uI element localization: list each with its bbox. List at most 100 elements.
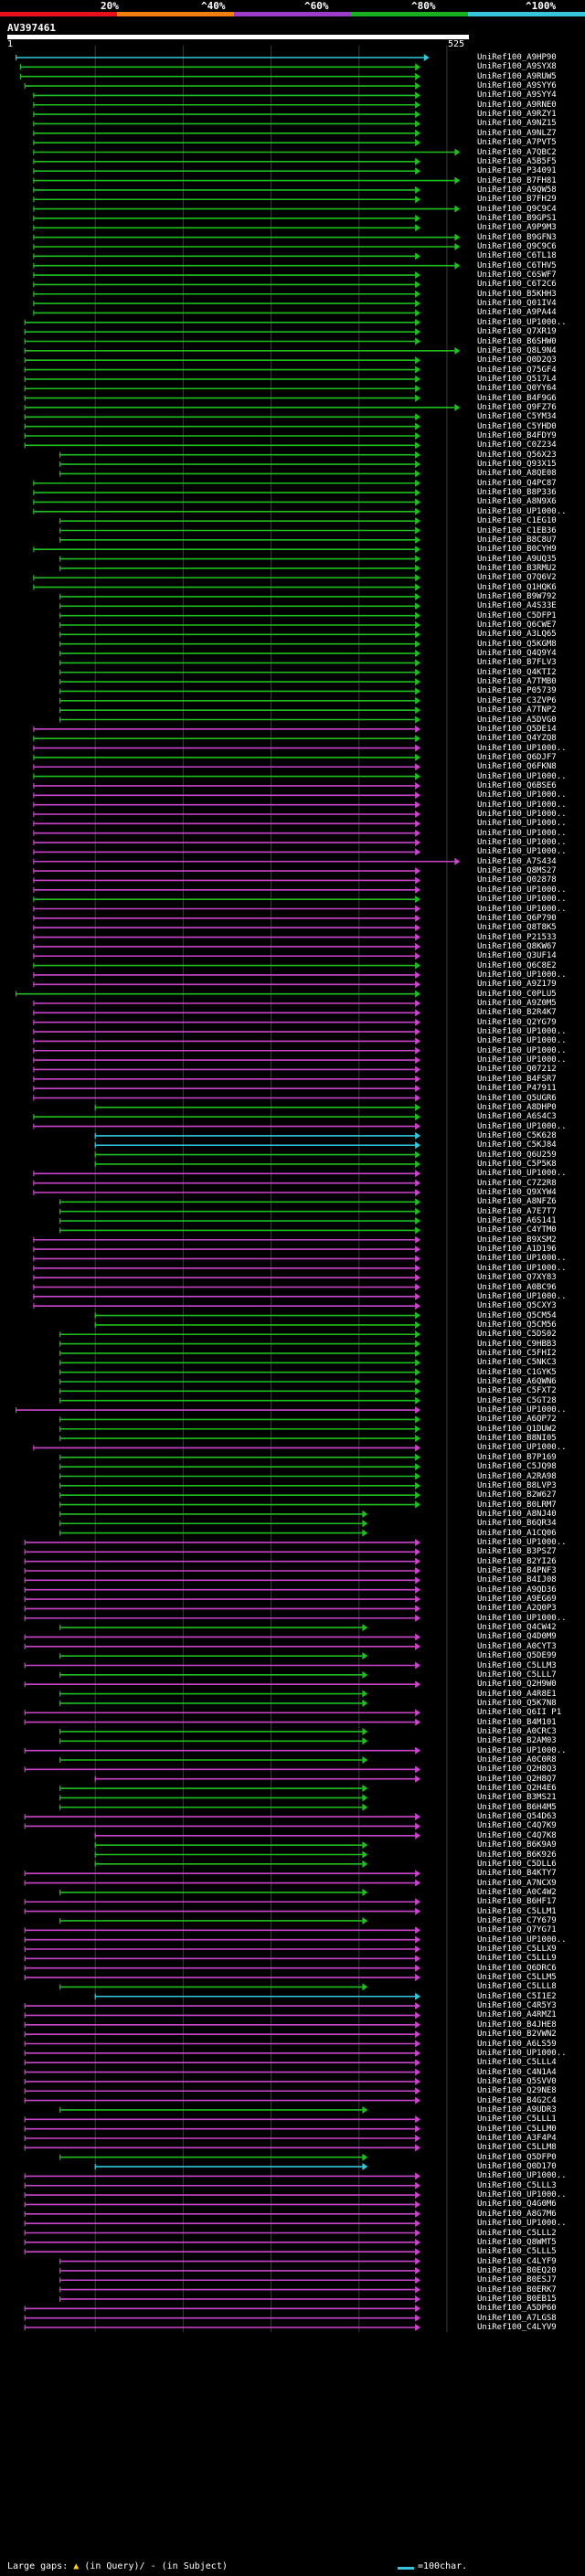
hit-link[interactable]: UniRef100_A9P9M3	[477, 223, 557, 233]
hit-link[interactable]: UniRef100_A4RMZ1	[477, 2010, 557, 2020]
hit-link[interactable]: UniRef100_B6HF17	[477, 1897, 557, 1907]
hit-link[interactable]: UniRef100_A7PVT5	[477, 138, 557, 148]
hit-link[interactable]: UniRef100_A8N9X6	[477, 497, 557, 507]
hit-link[interactable]: UniRef100_Q07212	[477, 1065, 557, 1075]
hit-link[interactable]: UniRef100_UP1000..	[477, 790, 567, 800]
hit-link[interactable]: UniRef100_Q8T8K5	[477, 923, 557, 933]
hit-link[interactable]: UniRef100_A9NZ15	[477, 119, 557, 129]
hit-link[interactable]: UniRef100_Q5SVV0	[477, 2076, 557, 2086]
hit-link[interactable]: UniRef100_B2VWN2	[477, 2030, 557, 2040]
hit-link[interactable]: UniRef100_A5B5F5	[477, 156, 557, 166]
hit-link[interactable]: UniRef100_A6LS59	[477, 2039, 557, 2049]
hit-link[interactable]: UniRef100_A9RZY1	[477, 110, 557, 120]
hit-link[interactable]: UniRef100_UP1000..	[477, 1291, 567, 1301]
hit-link[interactable]: UniRef100_A0CYT3	[477, 1641, 557, 1651]
hit-link[interactable]: UniRef100_C6TL18	[477, 251, 557, 261]
hit-link[interactable]: UniRef100_Q9XYW4	[477, 1188, 557, 1197]
hit-link[interactable]: UniRef100_UP1000..	[477, 2190, 567, 2200]
hit-link[interactable]: UniRef100_C5LLM3	[477, 1660, 557, 1670]
hit-link[interactable]: UniRef100_C0PLU5	[477, 989, 557, 999]
hit-link[interactable]: UniRef100_A7LGS8	[477, 2313, 557, 2323]
hit-link[interactable]: UniRef100_B3PSZ7	[477, 1547, 557, 1557]
hit-link[interactable]: UniRef100_A0C0R8	[477, 1755, 557, 1765]
hit-link[interactable]: UniRef100_A7E7T7	[477, 1206, 557, 1216]
hit-link[interactable]: UniRef100_C5LLM1	[477, 1906, 557, 1916]
hit-link[interactable]: UniRef100_C5LLM0	[477, 2124, 557, 2134]
hit-link[interactable]: UniRef100_C4LYF9	[477, 2256, 557, 2266]
hit-link[interactable]: UniRef100_B2AM03	[477, 1736, 557, 1746]
hit-link[interactable]: UniRef100_B6K9A9	[477, 1840, 557, 1850]
hit-link[interactable]: UniRef100_Q6U259	[477, 1150, 557, 1160]
hit-link[interactable]: UniRef100_B0LRM7	[477, 1500, 557, 1510]
hit-link[interactable]: UniRef100_P34091	[477, 166, 557, 176]
hit-link[interactable]: UniRef100_A4R8E1	[477, 1689, 557, 1699]
hit-link[interactable]: UniRef100_A9Z179	[477, 980, 557, 990]
hit-link[interactable]: UniRef100_B8C8U7	[477, 535, 557, 545]
hit-link[interactable]: UniRef100_B7FH81	[477, 175, 557, 186]
hit-link[interactable]: UniRef100_B7P169	[477, 1452, 557, 1462]
hit-link[interactable]: UniRef100_A7NCX9	[477, 1878, 557, 1888]
hit-link[interactable]: UniRef100_UP1000..	[477, 847, 567, 857]
hit-link[interactable]: UniRef100_Q8KW67	[477, 941, 557, 951]
hit-link[interactable]: UniRef100_Q2H9W0	[477, 1680, 557, 1690]
hit-link[interactable]: UniRef100_C5P5K8	[477, 1159, 557, 1169]
hit-link[interactable]: UniRef100_C4Q7K8	[477, 1830, 557, 1840]
hit-link[interactable]: UniRef100_C5LLL5	[477, 2247, 557, 2257]
hit-link[interactable]: UniRef100_C0Z234	[477, 440, 557, 451]
hit-link[interactable]: UniRef100_A5DVG0	[477, 715, 557, 725]
hit-link[interactable]: UniRef100_C5LLL7	[477, 1670, 557, 1680]
hit-link[interactable]: UniRef100_C6THV5	[477, 260, 557, 270]
hit-link[interactable]: UniRef100_A6QP72	[477, 1415, 557, 1425]
hit-link[interactable]: UniRef100_UP1000..	[477, 1405, 567, 1415]
hit-link[interactable]: UniRef100_UP1000..	[477, 1745, 567, 1755]
hit-link[interactable]: UniRef100_Q1HQK6	[477, 582, 557, 592]
hit-link[interactable]: UniRef100_C1GYK5	[477, 1367, 557, 1377]
hit-link[interactable]: UniRef100_Q0D2Q3	[477, 355, 557, 366]
hit-link[interactable]: UniRef100_Q56X23	[477, 450, 557, 460]
hit-link[interactable]: UniRef100_UP1000..	[477, 970, 567, 980]
hit-link[interactable]: UniRef100_UP1000..	[477, 1045, 567, 1055]
hit-link[interactable]: UniRef100_Q5UGR6	[477, 1093, 557, 1103]
hit-link[interactable]: UniRef100_B0ESJ7	[477, 2275, 557, 2285]
hit-link[interactable]: UniRef100_UP1000..	[477, 2048, 567, 2058]
hit-link[interactable]: UniRef100_A8G7M6	[477, 2209, 557, 2219]
hit-link[interactable]: UniRef100_B4FSR7	[477, 1074, 557, 1084]
hit-link[interactable]: UniRef100_UP1000..	[477, 810, 567, 819]
hit-link[interactable]: UniRef100_Q3UF14	[477, 951, 557, 961]
hit-link[interactable]: UniRef100_A9PA44	[477, 308, 557, 318]
hit-link[interactable]: UniRef100_Q01IV4	[477, 299, 557, 309]
hit-link[interactable]: UniRef100_Q5DE14	[477, 724, 557, 734]
hit-link[interactable]: UniRef100_B6H4M5	[477, 1802, 557, 1812]
hit-link[interactable]: UniRef100_Q9C9C6	[477, 242, 557, 251]
hit-link[interactable]: UniRef100_A8DHP0	[477, 1102, 557, 1112]
hit-link[interactable]: UniRef100_C5LLM8	[477, 2143, 557, 2153]
hit-link[interactable]: UniRef100_Q4YZQ8	[477, 734, 557, 744]
hit-link[interactable]: UniRef100_Q2H8Q7	[477, 1774, 557, 1784]
hit-link[interactable]: UniRef100_A9SYY6	[477, 81, 557, 91]
hit-link[interactable]: UniRef100_Q7XR19	[477, 327, 557, 337]
hit-link[interactable]: UniRef100_B9GPS1	[477, 213, 557, 223]
hit-link[interactable]: UniRef100_B2W627	[477, 1490, 557, 1500]
hit-link[interactable]: UniRef100_C6T2C6	[477, 280, 557, 290]
hit-link[interactable]: UniRef100_B6K926	[477, 1850, 557, 1860]
hit-link[interactable]: UniRef100_UP1000..	[477, 771, 567, 781]
hit-link[interactable]: UniRef100_Q0D170	[477, 2162, 557, 2172]
hit-link[interactable]: UniRef100_C5LLM5	[477, 1973, 557, 1983]
hit-link[interactable]: UniRef100_C5JQ98	[477, 1462, 557, 1472]
hit-link[interactable]: UniRef100_B9W792	[477, 591, 557, 601]
hit-link[interactable]: UniRef100_Q6II P1	[477, 1708, 562, 1718]
hit-link[interactable]: UniRef100_A1D196	[477, 1245, 557, 1255]
hit-link[interactable]: UniRef100_A3F4P4	[477, 2134, 557, 2143]
hit-link[interactable]: UniRef100_C4Q7K9	[477, 1821, 557, 1831]
hit-link[interactable]: UniRef100_Q4KTI2	[477, 667, 557, 677]
hit-link[interactable]: UniRef100_B8NI05	[477, 1434, 557, 1444]
hit-link[interactable]: UniRef100_C4LYV9	[477, 2323, 557, 2332]
hit-link[interactable]: UniRef100_Q5CM56	[477, 1320, 557, 1330]
hit-link[interactable]: UniRef100_B8P336	[477, 488, 557, 498]
hit-link[interactable]: UniRef100_C5LLL1	[477, 2115, 557, 2125]
hit-link[interactable]: UniRef100_A0CRC3	[477, 1726, 557, 1736]
hit-link[interactable]: UniRef100_Q7Q6V2	[477, 573, 557, 583]
hit-link[interactable]: UniRef100_Q4G0M6	[477, 2200, 557, 2210]
hit-link[interactable]: UniRef100_Q8WMT5	[477, 2237, 557, 2247]
hit-link[interactable]: UniRef100_UP1000..	[477, 506, 567, 516]
